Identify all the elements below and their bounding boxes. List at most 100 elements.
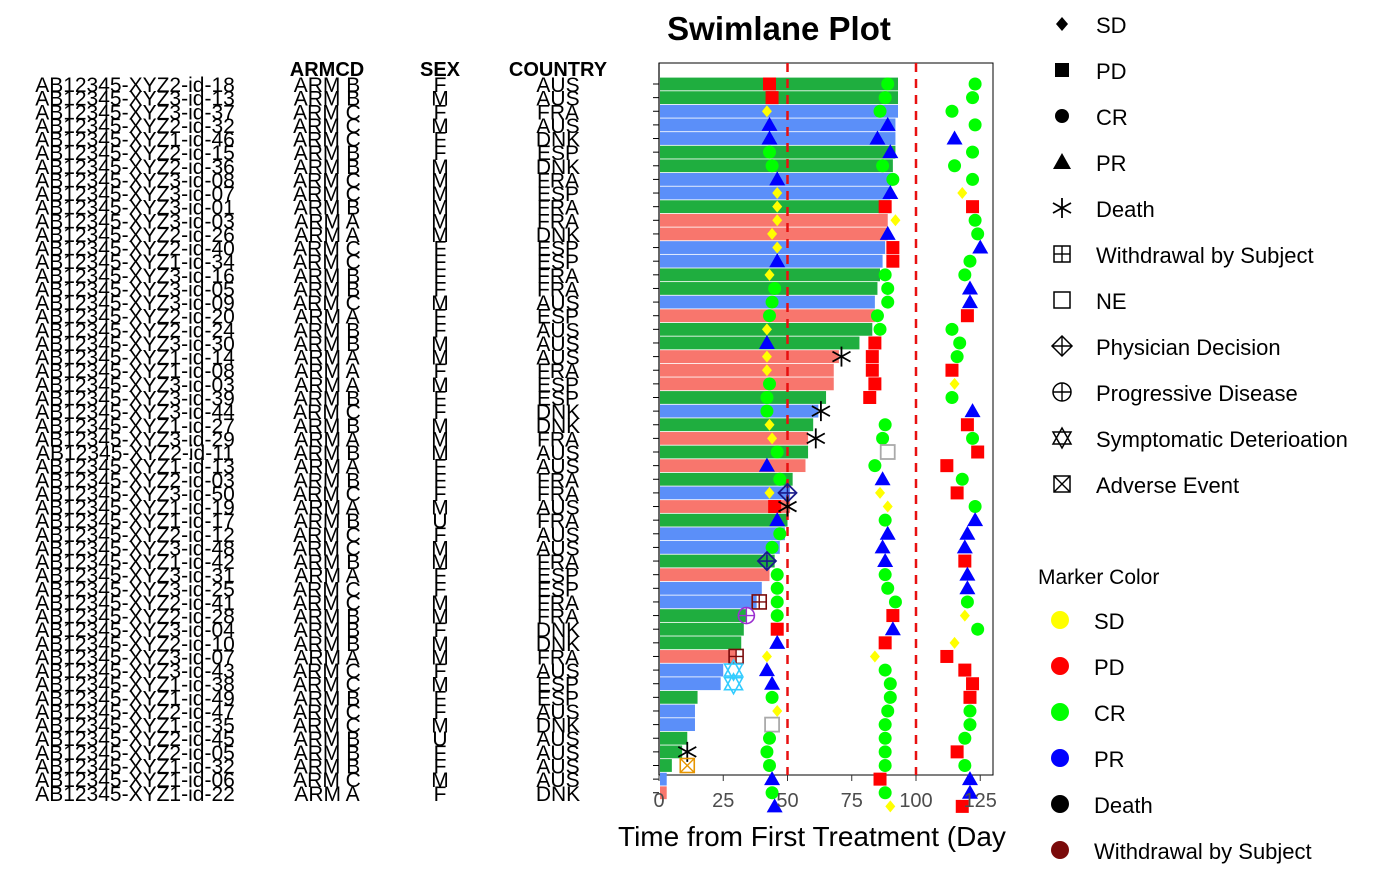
subject-bar	[660, 431, 809, 445]
arm-label: ARM B	[294, 469, 361, 492]
marker-shape	[958, 759, 972, 772]
marker-stroke	[778, 500, 797, 513]
marker-shape	[945, 363, 959, 377]
marker-shape	[766, 798, 783, 813]
country-label: ESP	[537, 387, 579, 410]
marker-cr	[968, 500, 982, 514]
marker-cr	[765, 786, 779, 800]
sex-label: M	[431, 715, 449, 738]
marker-shape	[868, 336, 882, 350]
marker-pd	[763, 77, 777, 91]
marker-cr	[966, 91, 980, 105]
marker-shape	[773, 527, 787, 541]
subject-id-label: AB12345-XYZ3-id-07	[35, 646, 235, 669]
marker-pr	[879, 525, 896, 540]
marker-pd	[886, 241, 900, 255]
sex-label: M	[431, 292, 449, 315]
marker-cr	[966, 145, 980, 159]
subject-id-label: AB12345-XYZ2-id-36	[35, 156, 235, 179]
marker-sd	[959, 609, 970, 622]
asterisk-icon	[1052, 198, 1072, 218]
subject-id-label: AB12345-XYZ2-id-15	[35, 142, 235, 165]
subject-bar	[660, 104, 899, 118]
marker-cr	[773, 527, 787, 541]
arm-label: ARM C	[293, 101, 361, 124]
marker-sd	[949, 636, 960, 649]
marker-pr	[769, 634, 786, 649]
arm-label: ARM C	[293, 183, 361, 206]
country-label: DNK	[536, 715, 580, 738]
marker-shape	[948, 159, 962, 173]
marker-shape	[723, 658, 744, 677]
country-label: AUS	[536, 728, 579, 751]
marker-shape	[886, 241, 900, 255]
marker-sd	[764, 268, 775, 281]
marker-pd	[966, 677, 980, 691]
marker-cr	[878, 745, 892, 759]
subject-id-label: AB12345-XYZ3-id-29	[35, 428, 235, 451]
marker-cr	[876, 431, 890, 445]
marker-cr	[966, 172, 980, 186]
country-label: ESP	[537, 374, 579, 397]
shape-legend-label: SD	[1096, 13, 1127, 38]
arm-label: ARM B	[294, 197, 361, 220]
marker-cr	[948, 159, 962, 173]
subject-bar	[660, 363, 834, 377]
marker-shape	[723, 663, 744, 682]
color-swatch-icon	[1051, 611, 1069, 629]
country-label: AUS	[536, 756, 579, 779]
marker-shape	[873, 104, 887, 118]
marker-shape	[949, 636, 960, 649]
country-label: FRA	[537, 278, 579, 301]
marker-cr	[878, 513, 892, 527]
subject-id-label: AB12345-XYZ3-id-50	[35, 483, 235, 506]
marker-shape	[765, 540, 779, 554]
marker-cr	[881, 704, 895, 718]
marker-shape	[769, 512, 786, 527]
subject-id-label: AB12345-XYZ3-id-39	[35, 387, 235, 410]
chart-title: Swimlane Plot	[667, 10, 891, 47]
marker-cr	[763, 145, 777, 159]
marker-cr	[770, 581, 784, 595]
marker-cr	[770, 568, 784, 582]
subject-id-label: AB12345-XYZ1-id-14	[35, 347, 235, 370]
sex-label: M	[431, 537, 449, 560]
marker-shape	[963, 718, 977, 732]
marker-shape	[968, 500, 982, 514]
arm-label: ARM B	[294, 319, 361, 342]
country-label: FRA	[537, 469, 579, 492]
marker-cr	[971, 622, 985, 636]
marker-ne	[764, 716, 780, 733]
marker-cr	[881, 77, 895, 91]
country-label: FRA	[537, 428, 579, 451]
marker-sd	[767, 227, 778, 240]
marker-pd	[878, 200, 892, 214]
marker-pr	[884, 621, 901, 636]
sex-label: M	[431, 646, 449, 669]
marker-stroke	[811, 405, 831, 417]
subject-id-label: AB12345-XYZ1-id-49	[35, 687, 235, 710]
color-swatch-icon	[1051, 749, 1069, 767]
marker-shape	[963, 690, 977, 704]
country-label: DNK	[536, 415, 580, 438]
marker-shape	[959, 580, 976, 595]
arm-label: ARM B	[294, 756, 361, 779]
arm-label: ARM A	[294, 456, 359, 479]
sex-label: F	[434, 687, 447, 710]
subject-id-label: AB12345-XYZ3-id-01	[35, 197, 235, 220]
marker-pd	[940, 459, 954, 473]
subject-bar	[660, 513, 788, 527]
marker-shape	[770, 622, 784, 636]
country-label: FRA	[537, 551, 579, 574]
marker-shape	[956, 539, 973, 554]
subject-id-label: AB12345-XYZ1-id-32	[35, 756, 235, 779]
marker-pd	[963, 690, 977, 704]
marker-shape	[959, 566, 976, 581]
marker-shape	[972, 239, 989, 254]
subject-bar	[660, 690, 698, 704]
marker-symptomatic-deterioation	[723, 672, 744, 696]
sex-label: F	[434, 756, 447, 779]
country-label: AUS	[536, 537, 579, 560]
sex-label: F	[434, 483, 447, 506]
sex-label: F	[434, 387, 447, 410]
